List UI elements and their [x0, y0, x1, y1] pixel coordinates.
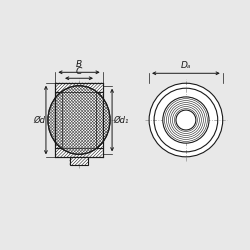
Circle shape — [149, 83, 223, 157]
Circle shape — [176, 110, 196, 130]
Polygon shape — [96, 92, 103, 148]
Polygon shape — [56, 92, 62, 148]
Polygon shape — [70, 157, 88, 165]
Text: C: C — [76, 67, 82, 76]
Text: B: B — [76, 60, 82, 69]
Polygon shape — [56, 83, 103, 92]
Ellipse shape — [48, 86, 110, 154]
Text: Ød: Ød — [33, 116, 45, 124]
Text: Dₐ: Dₐ — [181, 61, 191, 70]
Circle shape — [163, 97, 209, 143]
Polygon shape — [56, 148, 103, 157]
Text: Ød₁: Ød₁ — [113, 116, 128, 124]
